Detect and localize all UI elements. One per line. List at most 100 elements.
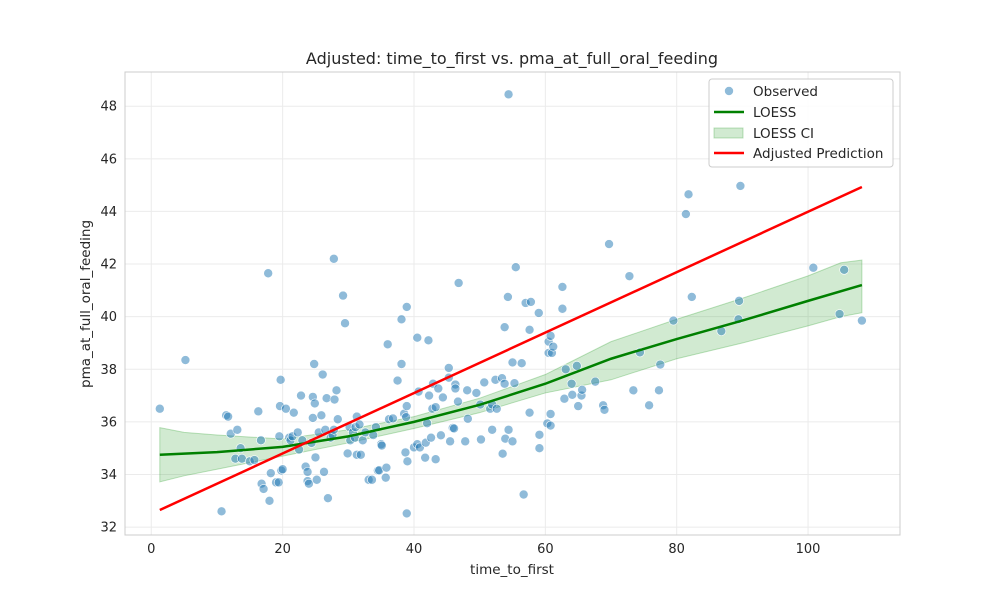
observed-point — [296, 390, 306, 401]
observed-point — [401, 412, 411, 422]
observed-point — [292, 427, 303, 438]
observed-point — [681, 209, 691, 219]
observed-point — [450, 383, 461, 394]
y-tick-label: 40 — [100, 310, 117, 325]
plot-frame — [124, 71, 901, 536]
observed-point — [510, 262, 521, 272]
observed-point — [382, 339, 393, 350]
observed-point — [654, 385, 664, 396]
x-tick-label: 0 — [147, 542, 155, 557]
observed-point — [524, 325, 535, 335]
observed-point — [460, 436, 471, 447]
observed-point — [533, 308, 544, 318]
grid — [125, 72, 900, 535]
observed-point — [319, 467, 329, 477]
observed-point — [655, 359, 666, 370]
observed-point — [258, 484, 269, 494]
observed-point — [288, 407, 299, 418]
observed-point — [559, 393, 570, 404]
observed-point — [377, 440, 387, 451]
observed-point — [275, 374, 286, 385]
series-lines — [159, 185, 863, 512]
observed-point — [567, 389, 578, 400]
observed-point — [857, 315, 867, 326]
observed-point — [628, 385, 639, 396]
observed-point — [534, 429, 545, 440]
observed-point — [430, 454, 441, 465]
observed-point — [557, 282, 568, 292]
y-ticks: 32 34 36 38 40 42 44 46 48 — [100, 100, 117, 536]
x-tick-label: 60 — [537, 542, 554, 557]
observed-point — [572, 361, 582, 371]
observed-point — [423, 335, 434, 346]
observed-point — [338, 290, 348, 301]
observed-point — [573, 401, 583, 411]
y-tick-label: 44 — [100, 205, 117, 220]
observed-point — [155, 403, 165, 414]
observed-point — [424, 390, 434, 401]
observed-point — [342, 448, 353, 459]
observed-point — [503, 292, 513, 302]
observed-point — [302, 467, 313, 477]
observed-point — [449, 423, 459, 434]
observed-point — [216, 506, 227, 517]
observed-point — [402, 456, 413, 467]
observed-point — [310, 398, 320, 409]
observed-point — [256, 435, 266, 446]
observed-point — [249, 455, 260, 465]
observed-point — [311, 474, 322, 485]
legend: Observed LOESS LOESS CI Adjusted Predict… — [708, 78, 894, 168]
observed-point — [476, 434, 486, 445]
observed-point — [503, 424, 514, 435]
legend-observed-marker — [724, 86, 734, 96]
adjusted-prediction-line — [159, 185, 863, 512]
observed-point — [381, 462, 392, 473]
observed-point — [834, 309, 845, 319]
observed-point — [388, 413, 398, 424]
observed-point — [462, 385, 472, 396]
observed-point — [499, 322, 510, 332]
observed-point — [412, 332, 423, 343]
observed-point — [273, 477, 284, 488]
observed-point — [566, 378, 577, 389]
observed-point — [331, 385, 342, 396]
x-tick-label: 100 — [796, 542, 821, 557]
observed-point — [453, 396, 463, 407]
observed-point — [274, 431, 285, 442]
observed-point — [266, 468, 276, 478]
x-tick-label: 40 — [406, 542, 423, 557]
observed-point — [524, 407, 535, 418]
observed-point — [332, 414, 343, 425]
observed-point — [590, 376, 601, 387]
observed-point — [518, 489, 529, 500]
observed-point — [400, 447, 411, 458]
x-axis-label: time_to_first — [470, 562, 554, 578]
observed-point — [687, 292, 697, 302]
x-tick-label: 20 — [274, 542, 291, 557]
observed-point — [463, 413, 473, 424]
observed-point — [340, 318, 350, 329]
observed-point — [401, 401, 412, 411]
observed-point — [453, 278, 464, 288]
y-tick-label: 36 — [100, 415, 117, 430]
observed-point — [668, 315, 679, 326]
legend-adjusted-label: Adjusted Prediction — [753, 146, 883, 162]
observed-point — [491, 403, 502, 414]
observed-point — [503, 89, 514, 100]
observed-point — [808, 262, 819, 273]
observed-point — [281, 403, 291, 414]
observed-point — [264, 496, 275, 506]
observed-point — [499, 378, 510, 389]
observed-point — [321, 393, 332, 404]
observed-point — [433, 383, 444, 394]
observed-point — [479, 377, 490, 388]
observed-point — [497, 448, 508, 459]
y-tick-label: 38 — [100, 363, 117, 378]
observed-point — [308, 413, 318, 423]
observed-point — [735, 181, 746, 191]
observed-point — [401, 508, 412, 519]
observed-point — [734, 296, 744, 306]
loess-line — [159, 283, 863, 457]
observed-point — [516, 358, 527, 369]
observed-point — [180, 355, 191, 365]
